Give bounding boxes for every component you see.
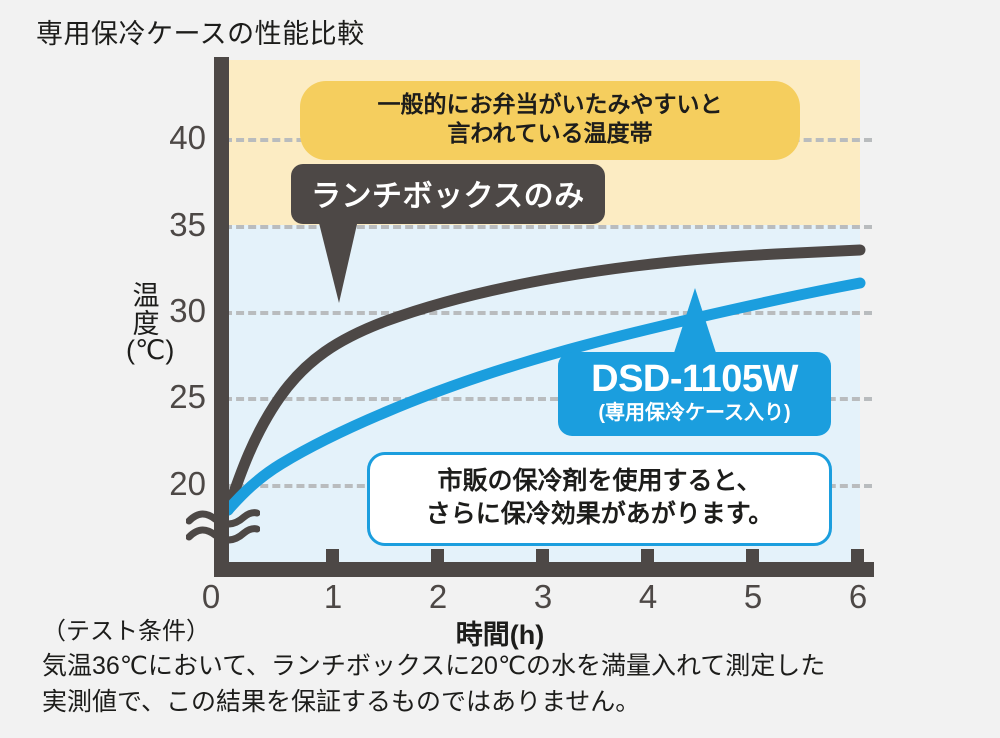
x-tick-label-1: 1	[323, 578, 343, 615]
x-tick-label-4: 4	[638, 578, 658, 615]
footnote: （テスト条件） 気温36℃において、ランチボックスに20℃の水を満量入れて測定し…	[42, 615, 972, 720]
x-tick-mark-3	[536, 549, 549, 563]
x-tick-label-5: 5	[743, 578, 763, 615]
y-axis-title-unit: (℃)	[126, 335, 175, 366]
dsd-series-label-sub: (専用保冷ケース入り)	[598, 401, 791, 424]
x-tick-label-2: 2	[428, 578, 448, 615]
series-line-dsd	[222, 277, 866, 516]
y-tick-label-20: 20	[169, 465, 206, 502]
x-tick-mark-5	[746, 549, 759, 563]
y-tick-label-30: 30	[169, 292, 206, 329]
footnote-condition-heading: （テスト条件）	[42, 618, 210, 645]
x-tick-mark-2	[431, 549, 444, 563]
page-title: 専用保冷ケースの性能比較	[36, 19, 365, 49]
x-tick-mark-4	[641, 549, 654, 563]
dsd-pointer-icon	[673, 288, 717, 356]
coolant-note-line-2: さらに保冷効果があがります。	[425, 499, 774, 528]
footnote-line-2: 実測値で、この結果を保証するものではありません。	[42, 687, 641, 716]
x-tick-mark-1	[326, 549, 339, 563]
series-line-lunchbox	[222, 244, 866, 516]
warm-band-note-line-2: 言われている温度帯	[447, 120, 653, 147]
y-axis-title-char-1: 温	[132, 281, 160, 311]
y-axis-title: 温 度 (℃)	[126, 281, 175, 366]
y-axis-line	[214, 57, 229, 570]
x-tick-mark-6	[851, 549, 864, 563]
y-axis-title-char-2: 度	[132, 308, 160, 339]
gridline-35	[224, 225, 872, 229]
x-tick-label-0: 0	[201, 578, 221, 615]
warm-band-note-line-1: 一般的にお弁当がいたみやすいと	[377, 91, 723, 117]
x-axis-title: 時間(h)	[455, 620, 545, 650]
x-axis-line	[214, 562, 874, 577]
y-tick-labels: 40 35 30 25 20	[120, 0, 206, 738]
coolant-note: 市販の保冷剤を使用すると、 さらに保冷効果があがります。	[367, 452, 832, 546]
y-tick-label-35: 35	[169, 206, 206, 243]
series-curves	[222, 244, 866, 516]
dsd-series-label: DSD-1105W (専用保冷ケース入り)	[558, 352, 831, 436]
y-tick-label-25: 25	[169, 378, 206, 415]
footnote-line-1: 気温36℃において、ランチボックスに20℃の水を満量入れて測定した	[42, 652, 826, 681]
x-tick-label-6: 6	[848, 578, 868, 615]
warm-band-note: 一般的にお弁当がいたみやすいと 言われている温度帯	[300, 81, 800, 160]
coolant-note-line-1: 市販の保冷剤を使用すると、	[437, 467, 762, 495]
y-tick-label-40: 40	[169, 119, 206, 156]
lunchbox-pointer-icon	[316, 211, 360, 303]
gridline-25	[224, 397, 872, 401]
x-tick-label-3: 3	[533, 578, 553, 615]
gridline-30	[224, 311, 872, 315]
dsd-series-label-main: DSD-1105W	[591, 358, 798, 400]
